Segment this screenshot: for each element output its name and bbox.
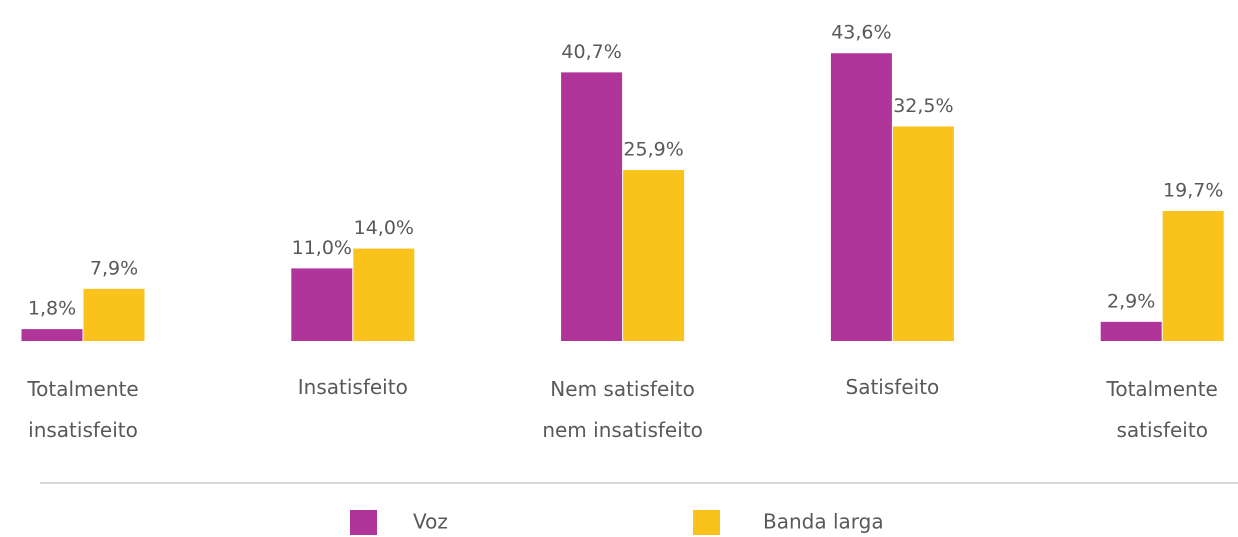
x-tick-label: Totalmente insatisfeito (26, 377, 138, 442)
x-tick-label-line: Satisfeito (846, 375, 940, 399)
legend-label: Banda larga (763, 510, 884, 534)
bar (561, 72, 623, 341)
value-label: 43,6% (831, 22, 891, 44)
x-tick-label-line: satisfeito (1116, 418, 1207, 442)
x-tick-label: Totalmente satisfeito (1106, 377, 1218, 442)
x-tick-label: Satisfeito (846, 375, 940, 399)
x-tick-label-line: Totalmente (1106, 377, 1218, 401)
value-label: 1,8% (28, 298, 76, 320)
x-tick-label-line: Insatisfeito (298, 375, 408, 399)
value-label: 11,0% (292, 237, 352, 259)
bar (353, 248, 415, 341)
bar (21, 329, 83, 341)
x-tick-label-line: Nem satisfeito (550, 377, 695, 401)
legend-label: Voz (413, 510, 448, 534)
x-tick-label: Insatisfeito (298, 375, 408, 399)
x-tick-label-line: nem insatisfeito (542, 418, 703, 442)
x-tick-label-line: Totalmente (26, 377, 138, 401)
bar (830, 53, 892, 342)
legend-swatch (693, 510, 720, 535)
value-label: 7,9% (90, 257, 138, 279)
value-label: 19,7% (1163, 179, 1223, 201)
bar (1100, 321, 1162, 341)
value-label: 2,9% (1107, 290, 1155, 312)
bar (623, 170, 685, 341)
bar (83, 288, 145, 341)
x-tick-label: Nem satisfeito nem insatisfeito (542, 377, 703, 442)
bar (1162, 210, 1224, 341)
value-label: 32,5% (893, 95, 953, 117)
value-label: 40,7% (561, 41, 621, 63)
bar (892, 126, 954, 341)
bar (291, 268, 353, 341)
legend-swatch (350, 510, 377, 535)
value-label: 25,9% (623, 139, 683, 161)
x-tick-label-line: insatisfeito (28, 418, 138, 442)
value-label: 14,0% (354, 217, 414, 239)
